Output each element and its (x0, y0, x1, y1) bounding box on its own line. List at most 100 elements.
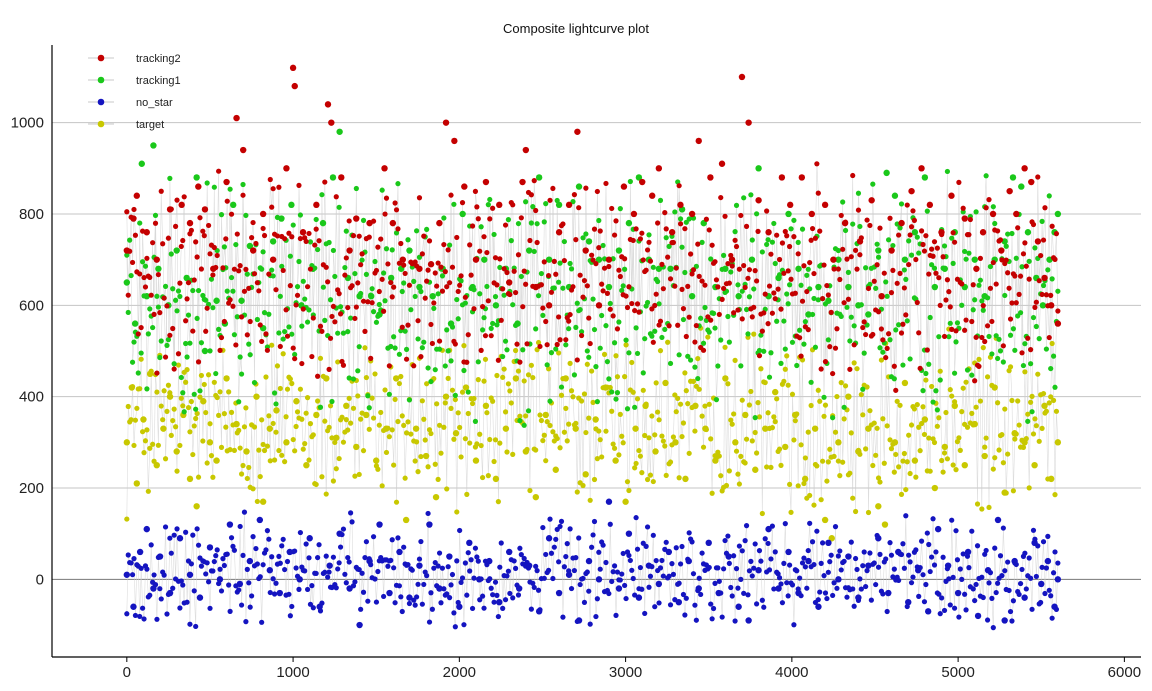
point-tracking1 (502, 338, 509, 344)
point-tracking2 (449, 264, 456, 270)
point-tracking1 (401, 280, 407, 286)
point-tracking1 (880, 349, 886, 355)
point-target (1000, 460, 1006, 466)
point-tracking2 (573, 237, 579, 243)
point-target (280, 351, 286, 357)
key-point-target (452, 430, 460, 437)
point-no_star (884, 608, 890, 615)
point-tracking1 (901, 267, 907, 273)
point-target (403, 430, 410, 436)
point-tracking1 (845, 269, 852, 275)
legend-label: tracking2 (136, 53, 181, 65)
key-point-target (881, 521, 889, 528)
point-target (850, 495, 856, 501)
point-tracking2 (560, 221, 566, 227)
point-no_star (381, 593, 387, 600)
legend-marker (97, 98, 105, 106)
point-tracking2 (851, 342, 857, 348)
point-tracking2 (807, 259, 813, 266)
point-no_star (421, 581, 427, 588)
key-point-no_star (595, 576, 603, 583)
point-tracking2 (969, 318, 975, 325)
y-tick-label: 0 (36, 571, 44, 588)
point-target (726, 468, 732, 474)
point-tracking2 (131, 206, 137, 213)
point-tracking1 (990, 204, 996, 210)
point-tracking2 (360, 298, 367, 304)
point-tracking1 (600, 242, 606, 249)
point-tracking1 (933, 388, 939, 394)
point-tracking2 (484, 249, 490, 256)
point-tracking2 (205, 222, 212, 229)
key-point-target (642, 402, 649, 410)
key-point-target (166, 393, 174, 400)
point-target (798, 442, 804, 448)
key-point-no_star (316, 603, 323, 610)
point-tracking1 (428, 378, 434, 385)
x-tick-label: 6000 (1108, 664, 1141, 681)
point-no_star (637, 564, 644, 571)
point-no_star (960, 551, 966, 557)
key-point-tracking2 (153, 256, 160, 263)
point-no_star (736, 543, 742, 549)
key-point-no_star (156, 553, 164, 560)
point-no_star (749, 573, 755, 579)
point-no_star (286, 591, 292, 597)
key-point-tracking1 (193, 174, 200, 181)
key-point-tracking2 (532, 283, 540, 291)
key-point-no_star (176, 535, 184, 542)
point-tracking2 (962, 327, 968, 333)
key-point-no_star (735, 603, 742, 610)
point-tracking1 (414, 228, 420, 234)
point-target (644, 476, 651, 483)
point-tracking1 (825, 337, 831, 343)
point-tracking2 (574, 357, 580, 363)
point-tracking1 (875, 254, 882, 260)
point-tracking1 (322, 317, 328, 323)
point-target (259, 417, 265, 423)
point-target (1046, 400, 1052, 406)
key-point-target (1001, 489, 1008, 496)
point-tracking1 (802, 319, 808, 325)
key-point-tracking1 (469, 283, 476, 291)
point-tracking2 (238, 314, 245, 320)
point-target (358, 416, 364, 422)
point-tracking1 (713, 397, 720, 403)
point-target (762, 379, 768, 386)
point-tracking2 (766, 283, 773, 289)
point-tracking2 (147, 274, 153, 280)
key-point-tracking1 (941, 265, 949, 272)
point-tracking1 (766, 374, 773, 380)
point-no_star (821, 573, 827, 579)
point-target (502, 409, 509, 415)
point-tracking1 (534, 221, 540, 227)
point-tracking2 (355, 280, 361, 286)
legend-marker (97, 120, 105, 128)
point-tracking2 (715, 284, 721, 290)
point-no_star (888, 552, 895, 558)
point-target (461, 343, 467, 349)
point-target (363, 374, 369, 381)
point-no_star (247, 604, 253, 610)
point-tracking1 (672, 209, 678, 215)
point-no_star (778, 581, 784, 587)
point-tracking1 (1026, 258, 1032, 264)
point-tracking2 (987, 285, 994, 291)
point-tracking1 (996, 336, 1002, 342)
point-tracking2 (438, 264, 444, 270)
point-target (969, 410, 975, 416)
point-tracking2 (257, 322, 263, 328)
point-no_star (1030, 527, 1037, 533)
point-no_star (848, 539, 854, 545)
point-target (360, 448, 367, 454)
point-tracking1 (597, 345, 603, 351)
point-no_star (356, 566, 362, 573)
point-tracking2 (850, 172, 856, 179)
key-point-tracking1 (319, 219, 327, 227)
point-target (573, 420, 579, 426)
point-tracking1 (337, 304, 344, 310)
point-no_star (779, 600, 786, 606)
point-target (352, 473, 358, 479)
point-no_star (1043, 565, 1049, 571)
point-no_star (560, 614, 566, 620)
